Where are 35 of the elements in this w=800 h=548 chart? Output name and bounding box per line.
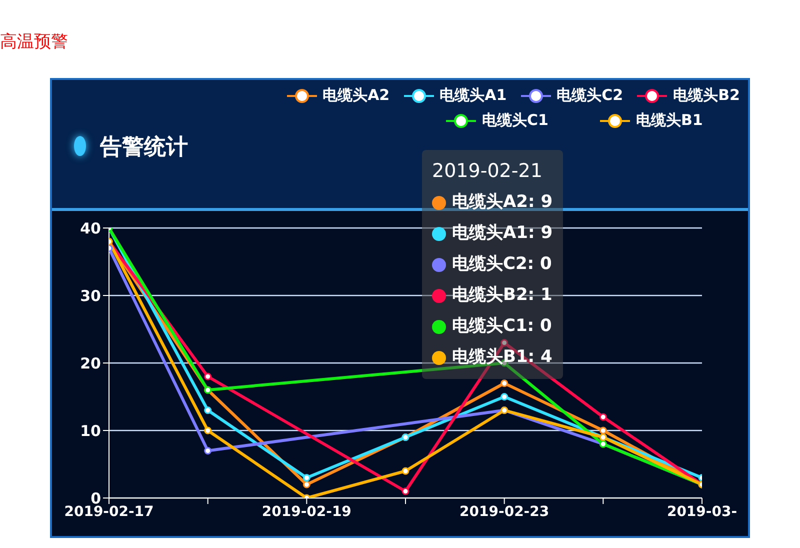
annotation: 电缆头C1: 0 [452, 315, 552, 338]
point [204, 426, 212, 434]
legend-label: 电缆头C1 [482, 111, 548, 130]
point [204, 372, 212, 380]
y-tick-label: 40 [80, 219, 101, 238]
chart-title: 高温预警 [0, 31, 68, 53]
annotation: 电缆头B1: 4 [452, 346, 552, 369]
text: 2019-02-21 [432, 159, 542, 184]
x-tick-label: 2019-03- [666, 504, 738, 520]
legend-label: 电缆头B1 [636, 111, 703, 130]
point [302, 474, 310, 482]
point [599, 426, 607, 434]
point [500, 380, 508, 387]
x-tick-label: 2019-02-23 [460, 504, 550, 520]
y-tick-label: 10 [80, 422, 101, 440]
point [204, 406, 212, 414]
text: 电缆头A2: 9 [452, 191, 553, 214]
point [500, 339, 508, 346]
chart-subtitle: 告警统计 [100, 134, 188, 162]
legend-label: 电缆头C2 [556, 86, 624, 105]
legend-label: 电缆头A1 [440, 86, 507, 105]
point [402, 467, 410, 475]
annotation: 电缆头B2: 1 [452, 284, 552, 307]
legend-label: 电缆头B2 [673, 86, 740, 105]
y-tick-label: 20 [80, 354, 101, 372]
legend-label: 电缆头A2 [322, 86, 390, 105]
x-tick-label: 2019-02-17 [64, 504, 154, 520]
point [599, 413, 607, 421]
annotation: 电缆头C2: 0 [452, 253, 552, 276]
point [302, 480, 310, 488]
point [402, 488, 410, 495]
point [500, 393, 508, 400]
annotation: 电缆头A1: 9 [452, 222, 553, 245]
y-tick-label: 30 [80, 286, 101, 305]
x-tick-label: 2019-02-19 [262, 504, 352, 520]
